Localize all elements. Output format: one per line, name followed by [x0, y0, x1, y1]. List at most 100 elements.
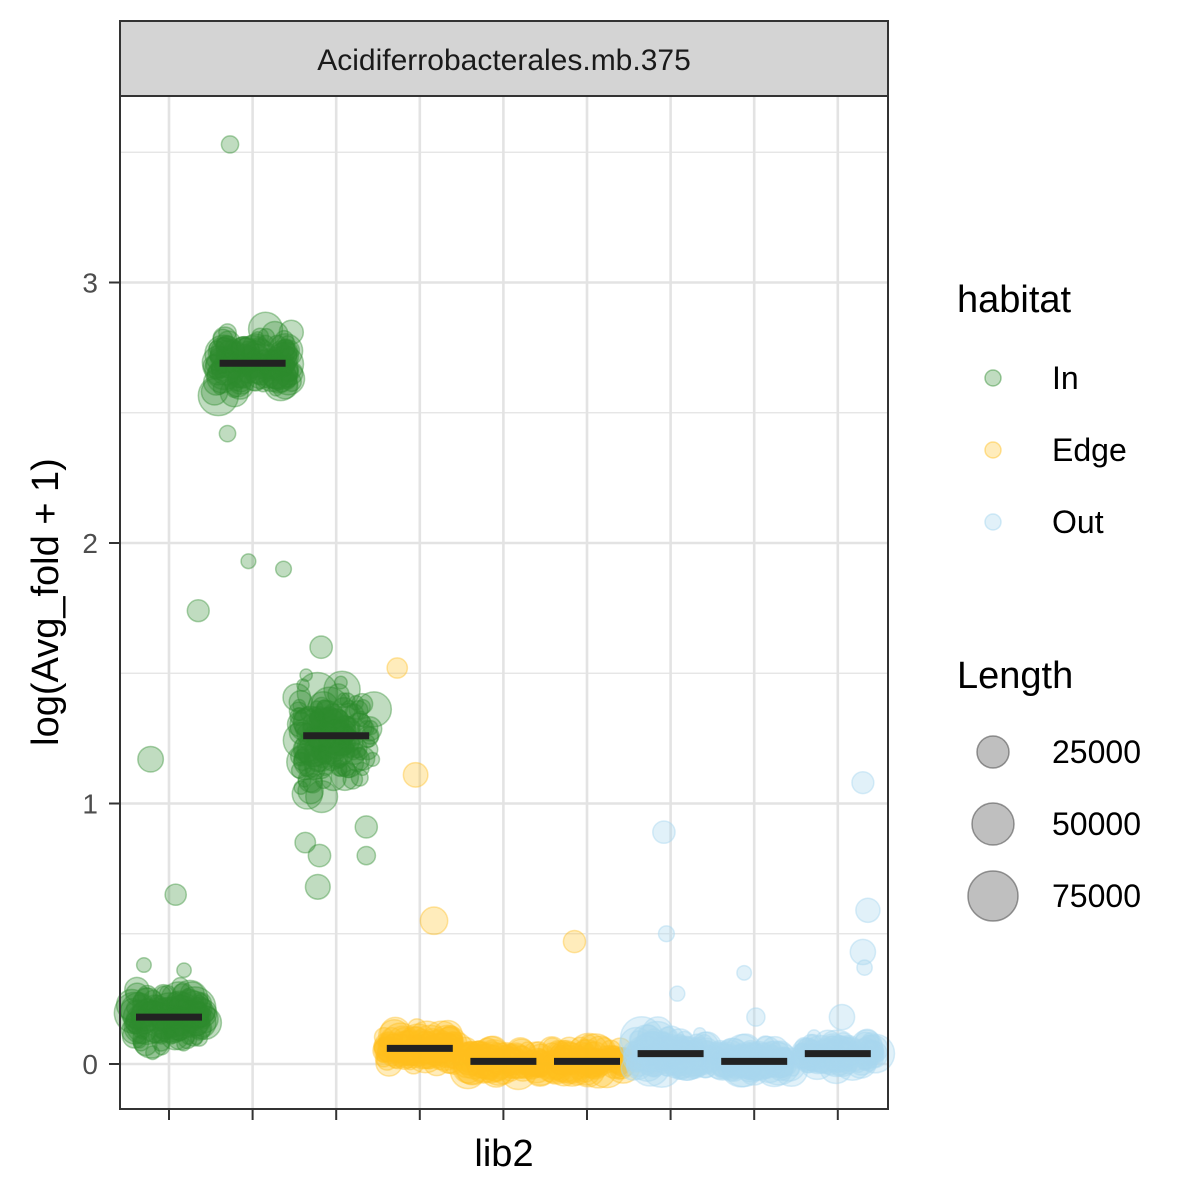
data-point — [736, 964, 753, 981]
data-point — [289, 745, 311, 767]
y-axis-title: log(Avg_fold + 1) — [25, 458, 67, 746]
data-point — [310, 710, 329, 728]
data-point — [667, 1056, 684, 1073]
data-point — [373, 1026, 395, 1048]
data-point — [293, 751, 308, 766]
data-point — [685, 1061, 704, 1079]
grid-lines — [120, 96, 888, 1109]
data-point — [379, 1033, 393, 1048]
data-point — [346, 746, 361, 761]
data-point — [648, 1062, 664, 1078]
data-point — [231, 334, 275, 379]
data-point — [163, 1030, 179, 1045]
data-point — [218, 340, 236, 358]
data-point — [640, 1032, 660, 1051]
data-point — [258, 366, 281, 389]
data-point — [134, 987, 157, 1010]
data-point — [321, 751, 342, 772]
data-point — [375, 1048, 391, 1064]
data-point — [340, 762, 357, 779]
data-point — [312, 749, 332, 769]
data-point — [132, 993, 147, 1008]
data-point — [856, 959, 873, 976]
data-point — [151, 1032, 171, 1052]
data-point — [160, 1020, 190, 1051]
data-point — [296, 678, 310, 692]
data-point — [310, 708, 325, 723]
data-point — [647, 1061, 661, 1076]
data-point — [124, 1000, 170, 1046]
data-point — [339, 760, 356, 777]
data-point — [134, 999, 179, 1044]
data-point — [318, 707, 337, 726]
data-point — [343, 742, 366, 766]
data-point — [127, 1019, 143, 1035]
data-point — [181, 1022, 196, 1038]
data-point — [318, 721, 356, 760]
data-point — [317, 709, 334, 727]
data-point — [817, 1039, 856, 1078]
data-point — [333, 709, 349, 725]
data-point — [786, 1062, 801, 1077]
data-point — [271, 372, 299, 400]
data-point — [350, 746, 376, 771]
data-point — [746, 1007, 766, 1027]
data-point — [297, 759, 313, 775]
data-point — [288, 689, 313, 715]
y-tick-label: 3 — [82, 268, 98, 299]
data-point — [690, 1059, 708, 1078]
data-point — [242, 344, 256, 359]
data-point — [302, 772, 324, 794]
data-point — [340, 715, 356, 731]
data-point — [228, 369, 244, 384]
data-point — [164, 883, 188, 907]
data-point — [708, 1039, 732, 1063]
data-point — [147, 1028, 163, 1044]
data-point — [189, 1031, 203, 1046]
data-point — [209, 347, 226, 364]
data-point — [197, 374, 240, 417]
data-point — [629, 1024, 665, 1060]
data-point — [288, 701, 309, 722]
data-point — [607, 1037, 633, 1063]
data-point — [179, 981, 205, 1007]
data-point — [153, 1028, 170, 1045]
data-point — [292, 752, 312, 772]
data-point — [312, 696, 332, 716]
data-point — [719, 1045, 762, 1088]
habitat-legend-key — [984, 441, 1002, 459]
data-point — [200, 377, 229, 406]
data-point — [330, 759, 348, 777]
data-point — [137, 745, 165, 773]
data-point — [721, 1043, 766, 1088]
data-point — [626, 1052, 646, 1073]
data-point — [348, 700, 369, 721]
data-point — [348, 694, 365, 711]
data-point — [128, 1016, 143, 1031]
data-point — [294, 721, 309, 737]
data-point — [303, 747, 336, 780]
data-point — [179, 998, 194, 1014]
data-point — [212, 328, 234, 350]
facet-title: Acidiferrobacterales.mb.375 — [317, 44, 691, 77]
data-point — [286, 711, 313, 738]
data-point — [230, 341, 246, 357]
data-point — [247, 311, 284, 347]
data-point — [267, 333, 304, 369]
data-point — [286, 743, 323, 781]
data-point — [574, 1038, 594, 1058]
data-point — [675, 1030, 693, 1047]
data-point — [310, 744, 327, 761]
data-point — [307, 691, 339, 723]
data-point — [229, 369, 253, 393]
data-point — [206, 362, 230, 386]
data-point — [131, 1021, 149, 1039]
data-point — [289, 707, 309, 727]
data-point — [281, 371, 298, 389]
data-point — [226, 372, 255, 400]
data-point — [332, 755, 347, 769]
data-point — [297, 777, 324, 805]
data-point — [190, 996, 204, 1011]
y-tick-label: 1 — [82, 789, 98, 820]
